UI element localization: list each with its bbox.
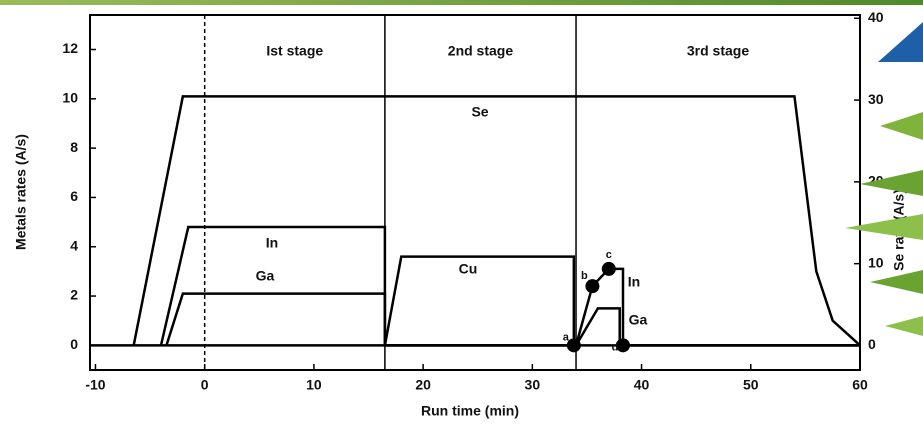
x-tick-label: 60 — [852, 377, 868, 393]
decoration — [845, 22, 923, 336]
y-tick-label: 12 — [62, 40, 78, 56]
y2-tick-label: 10 — [868, 254, 884, 270]
point-label: a — [563, 331, 570, 343]
stage-label: 2nd stage — [448, 43, 514, 59]
y-tick-label: 8 — [70, 139, 78, 155]
y-tick-label: 4 — [70, 237, 78, 253]
y2-tick-label: 30 — [868, 91, 884, 107]
y-tick-label: 0 — [70, 336, 78, 352]
series-label: In — [266, 235, 278, 251]
x-tick-label: 30 — [525, 377, 541, 393]
point-label: b — [581, 270, 588, 282]
series-line — [166, 294, 860, 346]
y2-tick-label: 0 — [868, 336, 876, 352]
stage-label: Ist stage — [266, 43, 323, 59]
x-tick-label: 50 — [743, 377, 759, 393]
x-tick-label: 20 — [415, 377, 431, 393]
series-line — [134, 96, 860, 345]
x-tick-label: 0 — [201, 377, 209, 393]
plot-frame — [90, 15, 860, 370]
y-tick-label: 2 — [70, 287, 78, 303]
series-line — [385, 257, 574, 346]
x-axis-label: Run time (min) — [421, 403, 519, 419]
series-label: Cu — [459, 261, 478, 277]
x-tick-label: -10 — [85, 377, 105, 393]
y-tick-label: 6 — [70, 188, 78, 204]
point-label: d — [612, 341, 619, 353]
point-marker — [602, 262, 616, 276]
series-label: Ga — [256, 268, 275, 284]
y-tick-label: 10 — [62, 90, 78, 106]
x-tick-label: 10 — [306, 377, 322, 393]
x-tick-label: 40 — [634, 377, 650, 393]
stage-label: 3rd stage — [687, 43, 749, 59]
y2-tick-label: 40 — [868, 9, 884, 25]
chart: Run time (min) Metals rates (A/s) Se rat… — [0, 0, 923, 427]
y-axis-label: Metals rates (A/s) — [13, 134, 29, 250]
point-marker — [567, 338, 581, 352]
series-label: In — [628, 274, 640, 290]
series-label: Se — [471, 104, 488, 120]
series-label: Ga — [629, 312, 648, 328]
top-bar — [0, 0, 923, 5]
point-label: c — [606, 249, 612, 261]
